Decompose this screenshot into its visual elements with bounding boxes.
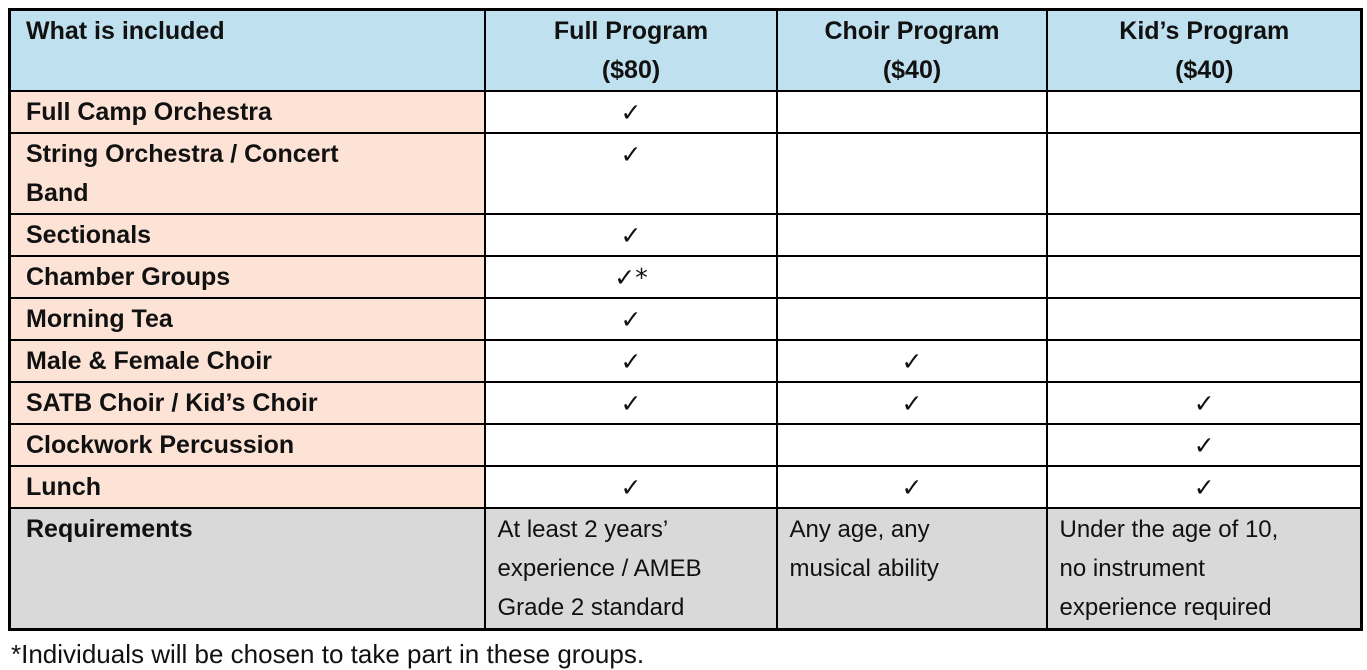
table-row-requirements: Requirements At least 2 years’ experienc… [8,507,1363,630]
check-cell-choir [775,297,1048,341]
check-cell-kids [1045,90,1363,134]
check-cell-choir [775,90,1048,134]
row-label: Male & Female Choir [8,339,486,383]
header-choir-program: Choir Program ($40) [775,8,1048,92]
check-cell-full: ✓ [483,465,778,509]
table-row-satb-choir-kids-choir: SATB Choir / Kid’s Choir ✓ ✓ ✓ [8,381,1363,425]
check-cell-kids [1045,297,1363,341]
column-price: ($80) [601,56,661,84]
check-cell-kids [1045,339,1363,383]
check-cell-choir: ✓ [775,381,1048,425]
row-label: String Orchestra / Concert Band [8,132,486,215]
check-cell-kids [1045,255,1363,299]
row-label: Clockwork Percussion [8,423,486,467]
table-row-string-orchestra-concert-band: String Orchestra / Concert Band ✓ [8,132,1363,215]
footnote: *Individuals will be chosen to take part… [11,638,645,669]
row-label: Lunch [8,465,486,509]
requirements-choir-program: Any age, any musical ability [775,507,1048,630]
column-price: ($40) [882,56,942,84]
header-what-is-included: What is included [8,8,486,92]
check-cell-choir [775,213,1048,257]
check-cell-full: ✓* [483,255,778,299]
row-label: Morning Tea [8,297,486,341]
check-cell-full: ✓ [483,213,778,257]
row-label: Sectionals [8,213,486,257]
row-label: Chamber Groups [8,255,486,299]
column-title: Kid’s Program [1119,17,1290,45]
column-title: Full Program [553,17,709,45]
check-cell-full: ✓ [483,339,778,383]
check-cell-choir: ✓ [775,339,1048,383]
requirements-label: Requirements [8,507,486,630]
check-cell-kids [1045,132,1363,215]
check-cell-full: ✓ [483,90,778,134]
check-cell-choir: ✓ [775,465,1048,509]
table-row-male-female-choir: Male & Female Choir ✓ ✓ [8,339,1363,383]
table-row-morning-tea: Morning Tea ✓ [8,297,1363,341]
program-comparison-table: What is included Full Program ($80) Choi… [8,8,1363,631]
row-label: Full Camp Orchestra [8,90,486,134]
check-cell-choir [775,255,1048,299]
check-cell-full: ✓ [483,381,778,425]
header-kids-program: Kid’s Program ($40) [1045,8,1363,92]
check-cell-full [483,423,778,467]
table-row-lunch: Lunch ✓ ✓ ✓ [8,465,1363,509]
check-cell-choir [775,423,1048,467]
check-cell-kids [1045,213,1363,257]
table-row-full-camp-orchestra: Full Camp Orchestra ✓ [8,90,1363,134]
requirements-full-program: At least 2 years’ experience / AMEB Grad… [483,507,778,630]
column-title: Choir Program [824,17,1000,45]
row-label: SATB Choir / Kid’s Choir [8,381,486,425]
check-cell-choir [775,132,1048,215]
header-full-program: Full Program ($80) [483,8,778,92]
check-cell-full: ✓ [483,132,778,215]
check-cell-kids: ✓ [1045,465,1363,509]
check-cell-kids: ✓ [1045,423,1363,467]
check-cell-kids: ✓ [1045,381,1363,425]
check-cell-full: ✓ [483,297,778,341]
table-row-chamber-groups: Chamber Groups ✓* [8,255,1363,299]
table-row-sectionals: Sectionals ✓ [8,213,1363,257]
requirements-kids-program: Under the age of 10, no instrument exper… [1045,507,1363,630]
header-row: What is included Full Program ($80) Choi… [8,8,1363,92]
column-price: ($40) [1175,56,1234,84]
table-row-clockwork-percussion: Clockwork Percussion ✓ [8,423,1363,467]
